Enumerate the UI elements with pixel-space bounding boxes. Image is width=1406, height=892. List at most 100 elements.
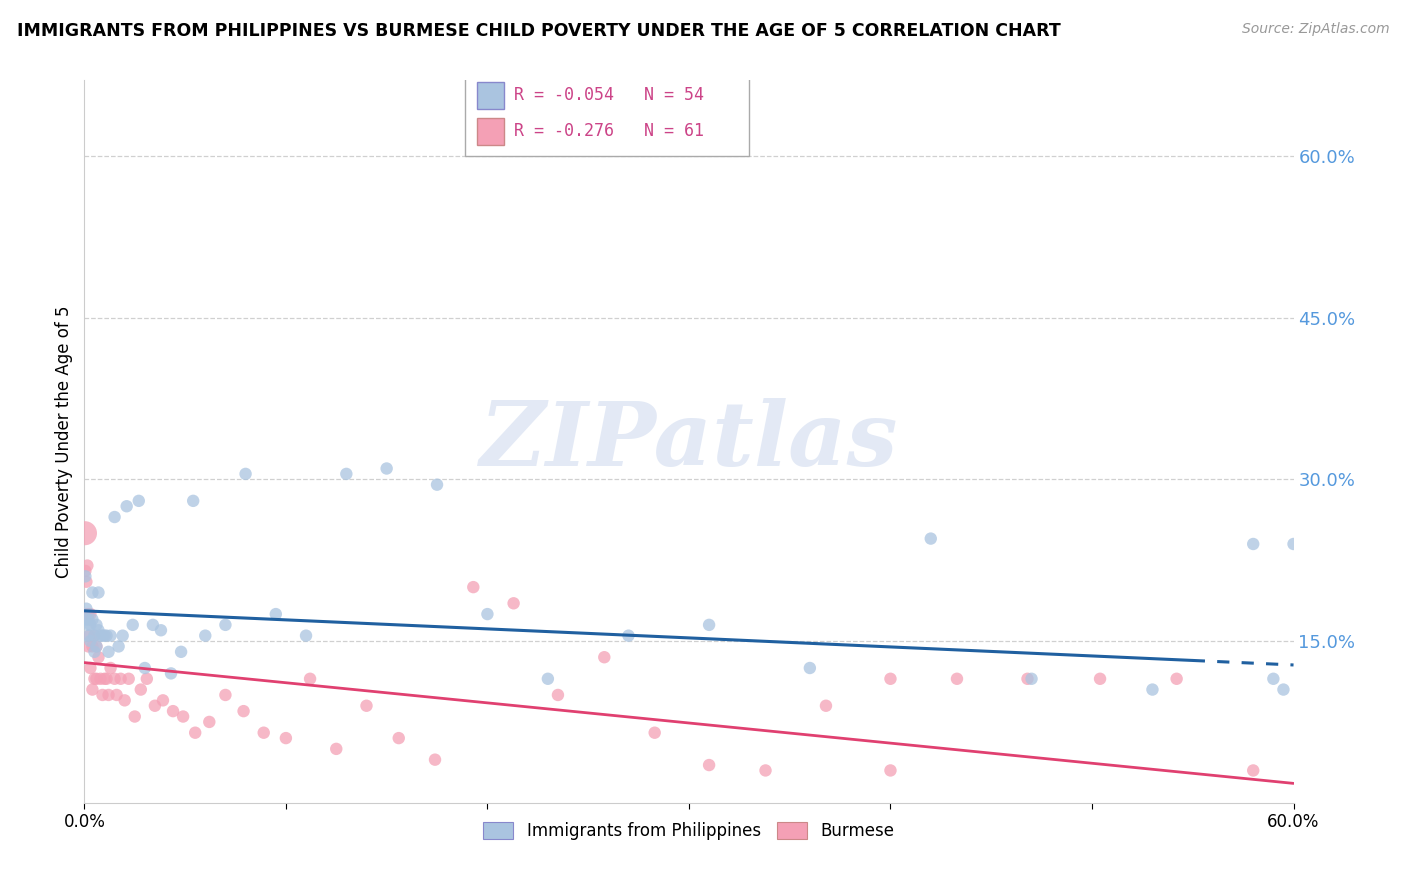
Point: [93, 629, 115, 643]
Y-axis label: Child Poverty Under the Age of 5: Child Poverty Under the Age of 5: [55, 305, 73, 578]
Point: [593, 650, 616, 665]
Point: [124, 709, 146, 723]
Point: [82, 682, 104, 697]
Point: [477, 607, 499, 621]
Point: [172, 709, 194, 723]
Point: [77, 618, 100, 632]
Point: [121, 618, 143, 632]
Point: [79, 629, 101, 643]
Point: [75, 612, 97, 626]
Point: [920, 532, 942, 546]
Point: [814, 698, 837, 713]
Point: [1282, 537, 1305, 551]
FancyBboxPatch shape: [465, 73, 749, 156]
Point: [87, 585, 110, 599]
Point: [100, 661, 122, 675]
Point: [1263, 672, 1285, 686]
Point: [96, 672, 118, 686]
Point: [232, 704, 254, 718]
Legend: Immigrants from Philippines, Burmese: Immigrants from Philippines, Burmese: [477, 815, 901, 847]
Text: Source: ZipAtlas.com: Source: ZipAtlas.com: [1241, 22, 1389, 37]
Point: [1142, 682, 1164, 697]
Point: [89, 672, 111, 686]
Point: [75, 569, 97, 583]
Point: [181, 493, 204, 508]
Text: IMMIGRANTS FROM PHILIPPINES VS BURMESE CHILD POVERTY UNDER THE AGE OF 5 CORRELAT: IMMIGRANTS FROM PHILIPPINES VS BURMESE C…: [17, 22, 1060, 40]
Point: [87, 650, 110, 665]
Point: [194, 629, 217, 643]
Point: [149, 624, 172, 638]
Point: [274, 731, 297, 745]
Point: [77, 612, 100, 626]
Point: [73, 526, 96, 541]
Point: [198, 714, 221, 729]
Point: [1272, 682, 1295, 697]
Point: [114, 693, 136, 707]
Point: [160, 666, 183, 681]
Point: [170, 645, 193, 659]
Point: [143, 698, 166, 713]
Text: R = -0.276   N = 61: R = -0.276 N = 61: [513, 122, 703, 140]
Point: [502, 596, 524, 610]
Point: [83, 645, 105, 659]
Point: [105, 688, 128, 702]
Point: [235, 467, 257, 481]
Point: [89, 629, 111, 643]
Point: [77, 640, 100, 654]
Point: [79, 661, 101, 675]
Point: [754, 764, 776, 778]
Point: [547, 688, 569, 702]
Point: [91, 629, 114, 643]
Point: [1166, 672, 1188, 686]
Point: [1021, 672, 1043, 686]
Point: [79, 634, 101, 648]
Point: [110, 672, 132, 686]
Point: [135, 672, 157, 686]
Point: [1241, 764, 1264, 778]
Point: [388, 731, 411, 745]
Point: [96, 629, 118, 643]
Point: [79, 607, 101, 621]
Point: [82, 640, 104, 654]
Point: [537, 672, 560, 686]
Point: [134, 661, 156, 675]
Point: [77, 629, 100, 643]
FancyBboxPatch shape: [478, 82, 503, 109]
Point: [83, 629, 105, 643]
Point: [83, 672, 105, 686]
Point: [86, 640, 108, 654]
Point: [77, 607, 100, 621]
FancyBboxPatch shape: [478, 118, 503, 145]
Point: [79, 618, 101, 632]
Point: [142, 618, 165, 632]
Point: [75, 607, 97, 621]
Point: [118, 672, 141, 686]
Point: [97, 688, 120, 702]
Point: [426, 477, 449, 491]
Point: [128, 493, 150, 508]
Point: [879, 764, 901, 778]
Point: [82, 612, 104, 626]
Point: [697, 758, 720, 772]
Point: [423, 753, 446, 767]
Point: [617, 629, 640, 643]
Point: [264, 607, 287, 621]
Point: [162, 704, 184, 718]
Point: [104, 672, 127, 686]
Point: [82, 585, 104, 599]
Point: [93, 672, 115, 686]
Point: [86, 672, 108, 686]
Point: [75, 574, 97, 589]
Point: [946, 672, 969, 686]
Point: [253, 725, 276, 739]
Point: [76, 558, 98, 573]
Point: [356, 698, 378, 713]
Point: [100, 629, 122, 643]
Point: [107, 640, 129, 654]
Point: [879, 672, 901, 686]
Point: [87, 624, 110, 638]
Point: [325, 742, 347, 756]
Point: [152, 693, 174, 707]
Point: [97, 645, 120, 659]
Point: [1088, 672, 1111, 686]
